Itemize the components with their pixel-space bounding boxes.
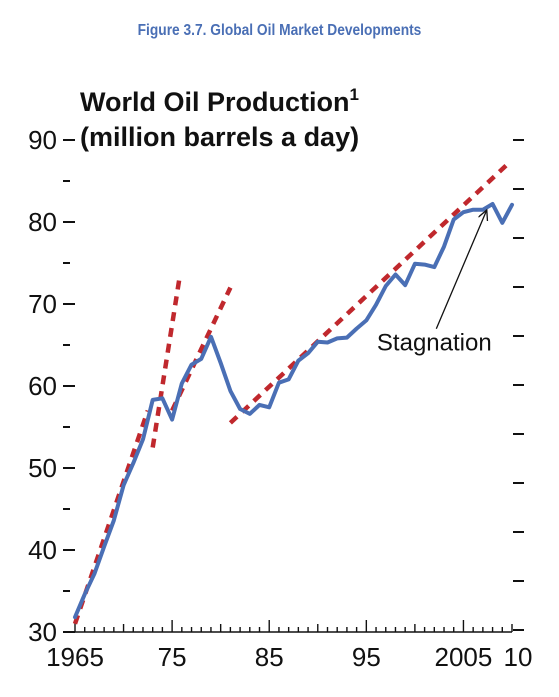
y-tick-label: 50 — [28, 453, 57, 483]
y-tick-label: 30 — [28, 617, 57, 647]
figure-title: Figure 3.7. Global Oil Market Developmen… — [137, 22, 422, 39]
x-tick-label: 2005 — [435, 642, 493, 672]
x-tick-label: 95 — [352, 642, 381, 672]
y-axis-label: (million barrels a day) — [80, 122, 359, 152]
trend-line — [228, 162, 509, 425]
y-tick-label: 80 — [28, 207, 57, 237]
chart-title-footnote: 1 — [350, 85, 359, 104]
x-tick-label: 10 — [504, 642, 533, 672]
chart-title-text: World Oil Production — [80, 87, 350, 117]
chart-title: World Oil Production1 — [80, 85, 359, 117]
annotation-label: Stagnation — [377, 330, 492, 357]
x-tick-label: 75 — [158, 642, 187, 672]
trend-line — [150, 274, 183, 448]
x-tick-label: 1965 — [46, 642, 104, 672]
y-tick-label: 40 — [28, 535, 57, 565]
y-tick-label: 90 — [28, 125, 57, 155]
y-tick-label: 60 — [28, 371, 57, 401]
annotation-arrow — [435, 210, 486, 329]
production-line — [73, 202, 514, 620]
x-tick-label: 85 — [255, 642, 284, 672]
y-tick-label: 70 — [28, 289, 57, 319]
